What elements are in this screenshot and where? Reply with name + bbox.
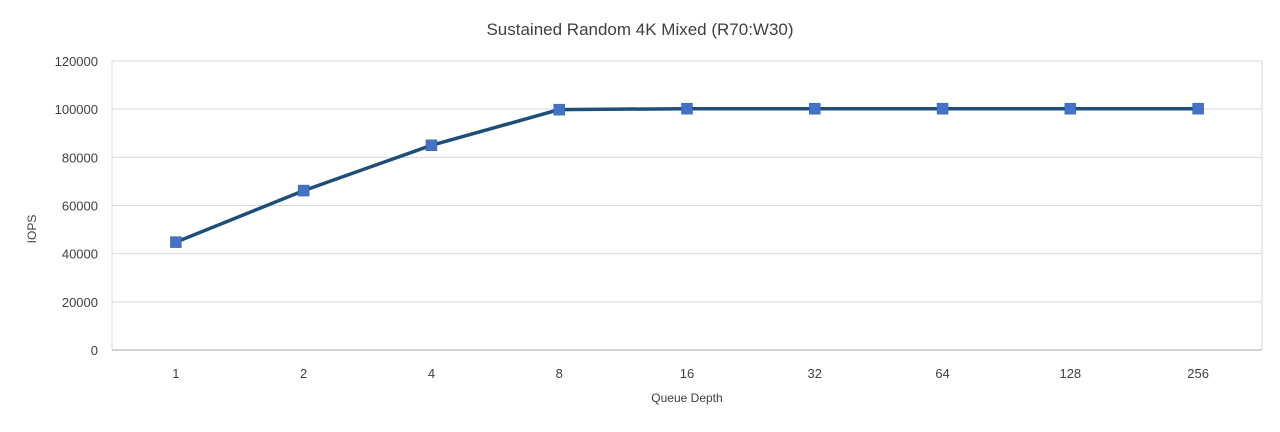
- y-tick-labels: 0 20000 40000 60000 80000 100000 120000: [55, 54, 98, 358]
- x-tick-label: 8: [556, 366, 563, 381]
- y-tick-label: 120000: [55, 54, 98, 69]
- y-tick-label: 0: [91, 343, 98, 358]
- gridlines: [112, 60, 1262, 303]
- data-point: [936, 102, 949, 115]
- series-line: [174, 106, 1200, 244]
- data-point: [681, 102, 693, 115]
- x-axis-label: Queue Depth: [651, 391, 722, 405]
- x-tick-label: 64: [935, 366, 949, 381]
- data-point: [170, 236, 182, 248]
- y-tick-label: 40000: [62, 247, 98, 262]
- x-tick-label: 16: [680, 366, 694, 381]
- x-tick-label: 4: [428, 366, 435, 381]
- data-point: [809, 102, 821, 115]
- data-point: [297, 184, 310, 197]
- x-tick-label: 128: [1059, 366, 1081, 381]
- x-tick-labels: 1 2 4 8 16 32 64 128 256: [172, 366, 1209, 381]
- axes: [111, 60, 1263, 351]
- y-tick-label: 80000: [62, 150, 98, 165]
- y-axis-label: IOPS: [25, 215, 39, 244]
- data-point: [425, 139, 438, 152]
- data-point: [553, 103, 565, 116]
- x-tick-label: 2: [300, 366, 307, 381]
- x-tick-label: 256: [1187, 366, 1209, 381]
- data-point: [1192, 102, 1204, 115]
- y-tick-label: 100000: [55, 102, 98, 117]
- series-layer: [170, 102, 1204, 248]
- data-point: [1064, 102, 1077, 115]
- chart-title: Sustained Random 4K Mixed (R70:W30): [486, 20, 793, 39]
- y-tick-label: 60000: [62, 199, 98, 214]
- x-tick-label: 32: [808, 366, 822, 381]
- x-tick-label: 1: [172, 366, 179, 381]
- y-tick-label: 20000: [62, 295, 98, 310]
